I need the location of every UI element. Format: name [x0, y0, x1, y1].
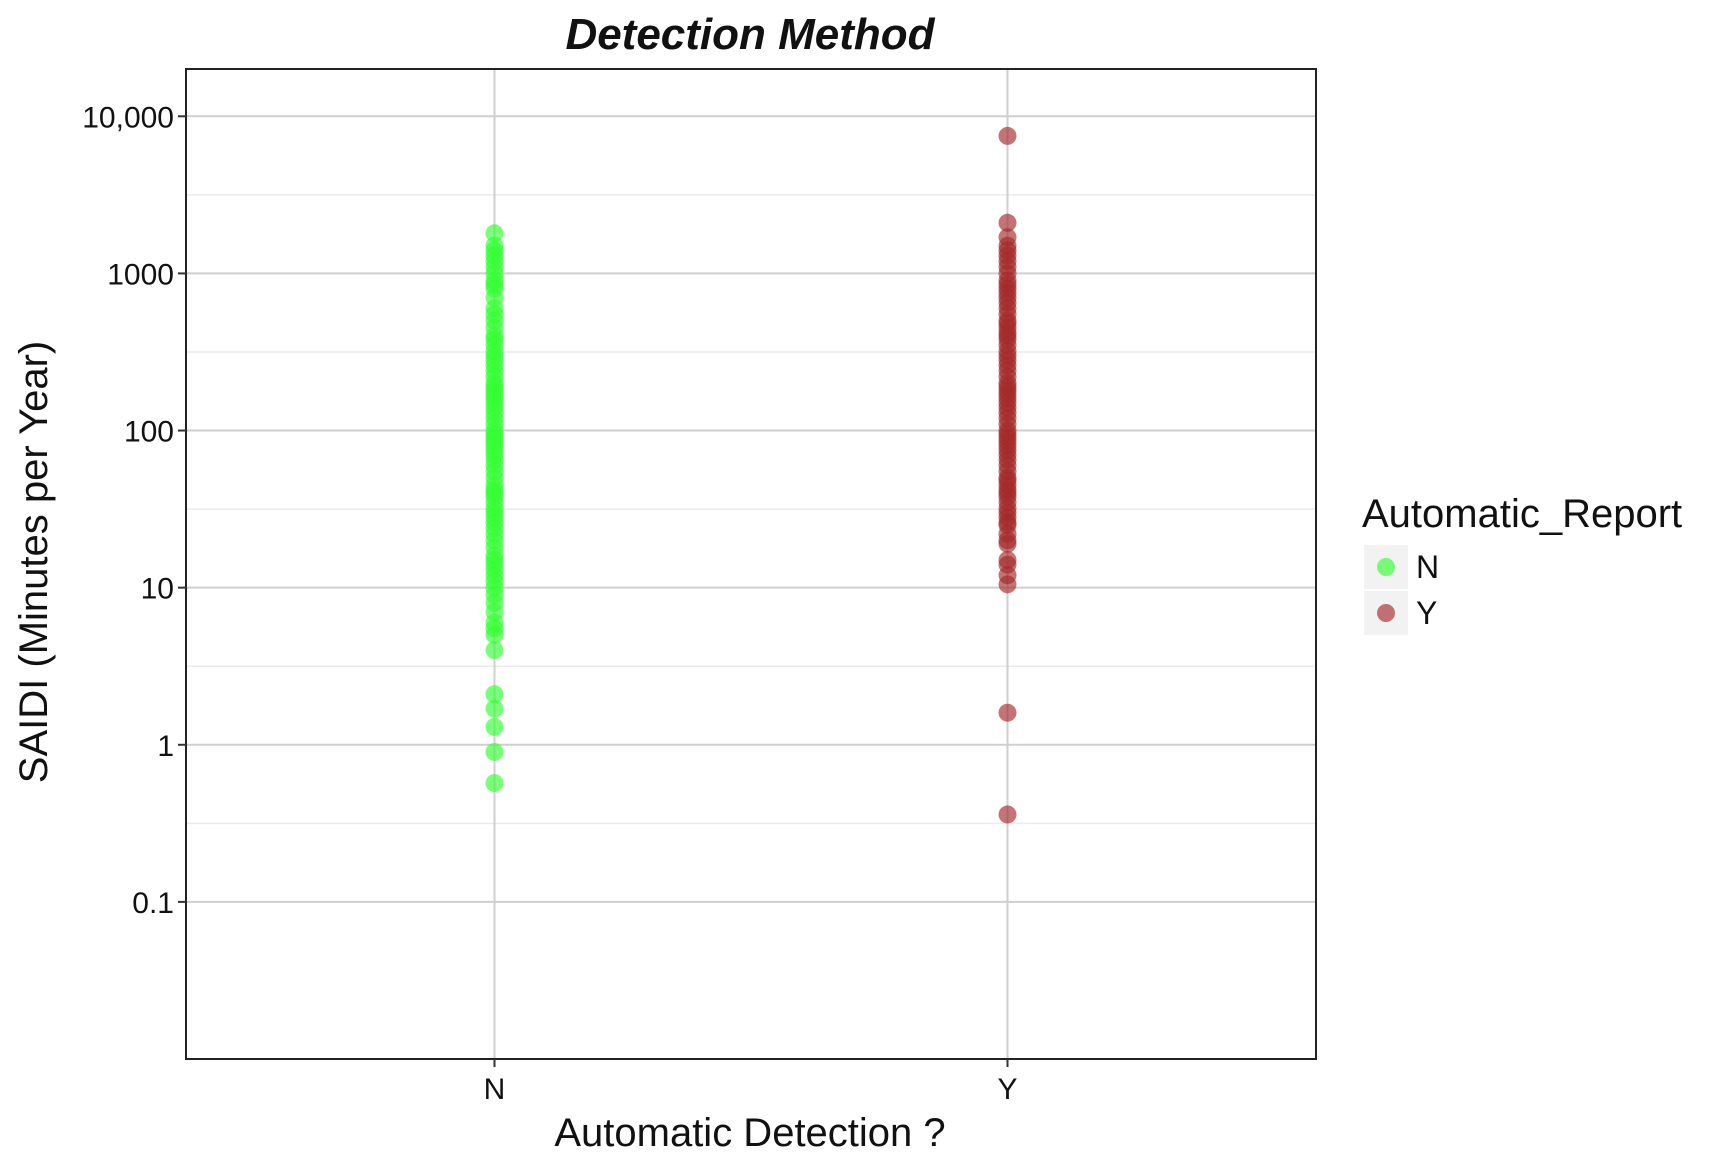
y-tick-label: 100 [124, 416, 174, 449]
y-tick-label: 0.1 [132, 887, 174, 920]
y-tick-label: 10,000 [82, 101, 174, 134]
data-point [485, 224, 504, 243]
legend: Automatic_Report NY [1362, 492, 1682, 635]
data-point [998, 213, 1017, 232]
data-point [485, 641, 504, 660]
legend-title: Automatic_Report [1362, 492, 1682, 536]
data-point [998, 126, 1017, 145]
data-point [485, 717, 504, 736]
x-axis-title: Automatic Detection ? [554, 1111, 945, 1152]
series-Y [998, 126, 1017, 824]
series-N [485, 224, 504, 793]
legend-key-N [1377, 558, 1395, 576]
legend-label: Y [1416, 595, 1437, 631]
data-point [998, 805, 1017, 824]
chart-title: Detection Method [565, 10, 935, 59]
data-points [485, 126, 1017, 824]
plot-panel [186, 69, 1316, 1059]
data-point [998, 575, 1017, 594]
y-tick-label: 10 [141, 573, 174, 606]
data-point [998, 703, 1017, 722]
y-axis-title: SAIDI (Minutes per Year) [12, 341, 56, 783]
legend-label: N [1416, 549, 1439, 585]
x-tick-label: N [484, 1073, 506, 1106]
legend-key-Y [1377, 604, 1395, 622]
y-tick-label: 1 [157, 730, 174, 763]
data-point [485, 625, 504, 644]
plot-border [185, 68, 1317, 1060]
data-point [485, 685, 504, 704]
y-tick-label: 1000 [107, 258, 174, 291]
data-point [485, 774, 504, 793]
x-tick-label: Y [998, 1073, 1018, 1106]
data-point [485, 742, 504, 761]
plot-background [186, 69, 1316, 1059]
data-point [485, 699, 504, 718]
data-point [998, 534, 1017, 553]
y-axis-ticks: 0.1 1 10 100 1000 10,000 [82, 101, 186, 920]
